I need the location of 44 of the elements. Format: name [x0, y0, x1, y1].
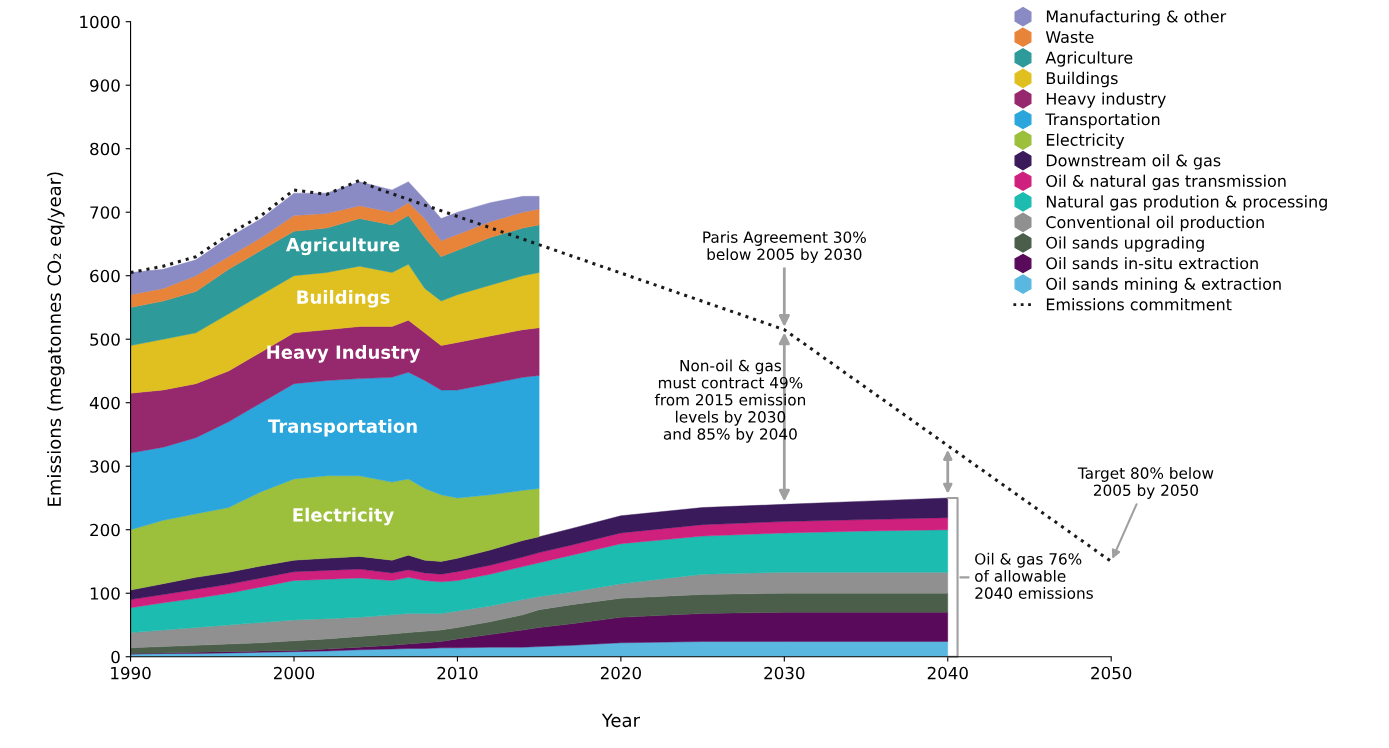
legend-label: Oil sands upgrading	[1046, 236, 1204, 252]
annotation: Agriculture	[285, 237, 400, 256]
y-tick-label: 800	[90, 142, 120, 156]
y-tick-label: 100	[90, 587, 120, 600]
y-tick-label: 900	[90, 79, 120, 92]
legend-label: Electricity	[1046, 133, 1125, 149]
legend-label: Manufacturing & other	[1046, 10, 1227, 26]
x-tick-label: 2050	[1091, 666, 1132, 680]
y-tick-label: 600	[90, 269, 120, 283]
annotation: Non-oil & gas must contract 49% from 2015 emission levels by 2030 and 85% by 2040	[654, 359, 806, 443]
x-tick-label: 2020	[600, 666, 641, 680]
legend-label: Oil sands in-situ extraction	[1046, 256, 1258, 270]
annotation: Heavy Industry	[267, 345, 421, 363]
x-axis-title: Year	[601, 713, 640, 728]
x-tick-label: 1990	[111, 666, 151, 680]
y-tick-label: 700	[90, 206, 120, 219]
x-tick-label: 2010	[437, 666, 478, 680]
annotation: Electricity	[293, 507, 394, 526]
annotation: Paris Agreement 30% below 2005 by 2030	[703, 231, 866, 264]
y-tick-label: 300	[90, 460, 120, 473]
y-axis-title: Emissions (megatonnes CO₂ eq/year)	[47, 172, 65, 506]
legend-label: Conventional oil production	[1046, 215, 1264, 232]
annotation: Oil & gas 76% of allowable 2040 emissions	[975, 552, 1093, 599]
legend-label: Agriculture	[1045, 51, 1133, 67]
legend-label: Natural gas prodution & processing	[1046, 195, 1327, 211]
x-tick-label: 2040	[927, 666, 968, 680]
annotation: Transportation	[268, 418, 417, 437]
x-tick-label: 2000	[274, 666, 315, 680]
legend-label: Buildings	[1046, 71, 1118, 88]
annotation: Buildings	[297, 289, 390, 308]
annotation: Target 80% below 2005 by 2050	[1077, 467, 1214, 499]
y-tick-label: 0	[111, 650, 120, 664]
y-tick-label: 500	[90, 333, 120, 346]
x-tick-label: 2030	[764, 666, 805, 680]
legend-label: Oil & natural gas transmission	[1046, 174, 1286, 191]
y-tick-label: 400	[89, 396, 120, 410]
legend-label: Emissions commitment	[1046, 298, 1232, 311]
legend-label: Waste	[1045, 31, 1094, 44]
legend-label: Oil sands mining & extraction	[1046, 277, 1281, 293]
legend-label: Transportation	[1045, 112, 1160, 129]
legend-label: Heavy industry	[1046, 92, 1166, 108]
y-tick-label: 200	[90, 523, 120, 537]
y-tick-label: 1000	[80, 15, 120, 29]
legend-label: Downstream oil & gas	[1046, 154, 1221, 170]
